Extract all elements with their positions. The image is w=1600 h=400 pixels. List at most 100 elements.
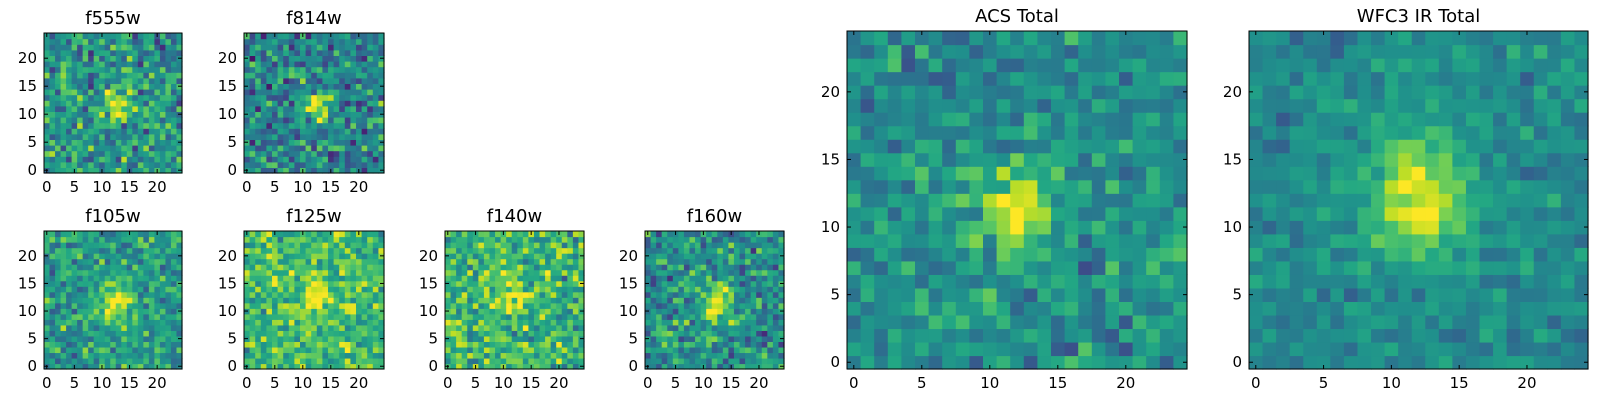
pixel-cell — [1560, 355, 1576, 370]
pixel-cell — [717, 269, 724, 276]
pixel-cell — [901, 152, 916, 167]
pixel-cell — [1371, 260, 1386, 275]
pixel-cell — [260, 341, 267, 348]
pixel-cell — [272, 286, 279, 293]
pixel-cell — [60, 346, 67, 354]
pixel-cell — [356, 49, 363, 56]
pixel-cell — [728, 258, 735, 265]
pixel-cell — [272, 324, 279, 331]
pixel-cell — [528, 319, 535, 326]
pixel-cell — [1105, 355, 1120, 370]
pixel-cell — [316, 105, 323, 112]
pixel-cell — [1547, 247, 1562, 262]
pixel-cell — [511, 264, 518, 271]
pixel-cell — [339, 66, 346, 73]
pixel-cell — [316, 44, 323, 51]
pixel-cell — [483, 258, 491, 265]
pixel-cell — [339, 247, 346, 254]
pixel-cell — [378, 77, 385, 84]
pixel-cell — [165, 308, 172, 315]
pixel-cell — [148, 280, 155, 287]
pixel-cell — [176, 100, 183, 107]
pixel-cell — [733, 335, 741, 342]
pixel-cell — [154, 139, 161, 146]
pixel-cell — [472, 357, 479, 365]
pixel-cell — [305, 145, 312, 152]
pixel-cell — [1159, 152, 1174, 167]
pixel-cell — [99, 313, 106, 320]
pixel-cell — [478, 357, 485, 365]
pixel-cell — [983, 85, 998, 100]
pixel-cell — [650, 253, 657, 260]
pixel-cell — [316, 247, 323, 254]
pixel-cell — [344, 89, 351, 96]
pixel-cell — [1560, 274, 1576, 289]
pixel-cell — [82, 286, 89, 293]
pixel-cell — [148, 44, 155, 51]
pixel-cell — [99, 156, 106, 163]
pixel-cell — [942, 247, 957, 262]
pixel-cell — [255, 44, 262, 51]
pixel-cell — [983, 112, 998, 127]
pixel-cell — [722, 291, 729, 298]
pixel-cell — [350, 280, 357, 287]
pixel-cell — [661, 286, 668, 293]
pixel-cell — [137, 302, 144, 309]
pixel-cell — [772, 313, 780, 320]
pixel-cell — [478, 269, 485, 276]
pixel-cell — [969, 247, 984, 262]
pixel-cell — [456, 275, 463, 282]
pixel-cell — [44, 236, 51, 243]
pixel-cell — [333, 66, 340, 73]
pixel-cell — [49, 264, 56, 271]
pixel-cell — [678, 297, 685, 304]
pixel-cell — [110, 167, 117, 174]
pixel-cell — [445, 242, 452, 249]
pixel-cell — [115, 94, 122, 101]
pixel-cell — [55, 242, 62, 249]
pixel-cell — [1159, 247, 1174, 262]
pixel-cell — [244, 319, 251, 326]
pixel-cell — [300, 341, 307, 348]
pixel-cell — [126, 66, 133, 73]
pixel-cell — [339, 72, 346, 79]
pixel-cell — [378, 231, 385, 238]
pixel-cell — [511, 363, 518, 370]
pixel-cell — [650, 258, 657, 265]
pixel-cell — [378, 341, 385, 348]
pixel-cell — [316, 236, 323, 243]
y-tick-label: 10 — [619, 302, 638, 320]
pixel-cell — [283, 247, 290, 254]
pixel-cell — [159, 319, 167, 326]
pixel-cell — [1023, 112, 1038, 127]
pixel-cell — [104, 44, 111, 51]
pixel-cell — [311, 258, 318, 265]
pixel-cell — [60, 286, 67, 293]
pixel-cell — [761, 313, 768, 320]
pixel-cell — [483, 346, 491, 354]
pixel-cell — [361, 139, 368, 146]
pixel-cell — [467, 302, 474, 309]
pixel-cell — [739, 280, 746, 287]
pixel-cell — [711, 264, 718, 271]
pixel-cell — [44, 258, 51, 265]
y-tick-label: 15 — [18, 77, 37, 95]
pixel-cell — [44, 352, 51, 359]
pixel-cell — [328, 83, 335, 90]
pixel-cell — [1411, 220, 1426, 235]
pixel-cell — [1010, 125, 1025, 140]
pixel-cell — [928, 85, 943, 100]
pixel-cell — [77, 117, 84, 124]
pixel-cell — [545, 313, 552, 320]
pixel-cell — [115, 77, 122, 84]
pixel-cell — [60, 139, 67, 146]
pixel-cell — [1132, 31, 1147, 46]
pixel-cell — [294, 346, 301, 354]
pixel-cell — [367, 133, 374, 140]
pixel-cell — [328, 122, 335, 129]
pixel-cell — [887, 314, 902, 330]
pixel-cell — [915, 314, 930, 330]
pixel-cell — [1357, 206, 1372, 221]
pixel-cell — [761, 363, 768, 370]
pixel-cell — [361, 253, 368, 260]
